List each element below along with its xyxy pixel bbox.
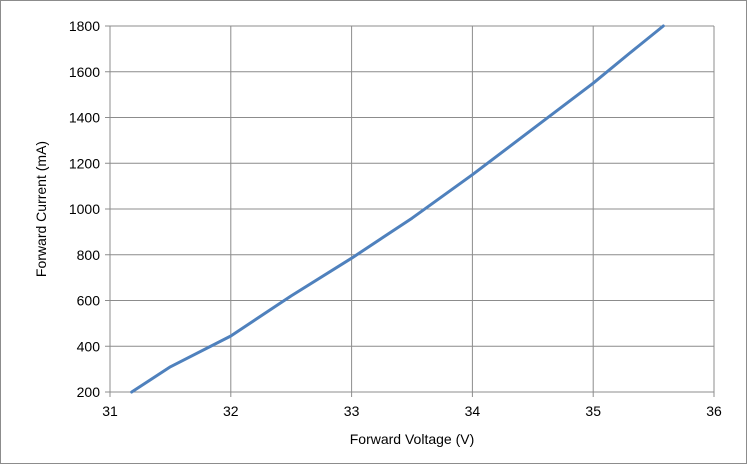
x-axis-title: Forward Voltage (V) xyxy=(350,431,475,447)
y-tick-label: 1000 xyxy=(69,201,100,217)
y-tick-label: 600 xyxy=(77,293,101,309)
y-tick-label: 1200 xyxy=(69,155,100,171)
series-line-forward-current xyxy=(130,24,665,394)
x-tick-label: 32 xyxy=(223,403,239,419)
x-tick-label: 31 xyxy=(102,403,118,419)
x-tick-labels: 31 32 33 34 35 36 xyxy=(102,392,722,419)
gridlines xyxy=(110,25,715,392)
x-tick-label: 34 xyxy=(465,403,481,419)
y-tick-label: 200 xyxy=(77,384,101,400)
y-tick-label: 1600 xyxy=(69,64,100,80)
x-tick-label: 33 xyxy=(344,403,360,419)
x-tick-label: 35 xyxy=(585,403,601,419)
y-tick-label: 400 xyxy=(77,338,101,354)
y-axis-title: Forward Current (mA) xyxy=(33,141,49,277)
x-tick-label: 36 xyxy=(706,403,722,419)
y-tick-label: 1400 xyxy=(69,110,100,126)
y-tick-labels: 200 400 600 800 1000 1200 1400 1600 1800 xyxy=(69,18,110,400)
y-tick-label: 800 xyxy=(77,247,101,263)
y-tick-label: 1800 xyxy=(69,18,100,34)
